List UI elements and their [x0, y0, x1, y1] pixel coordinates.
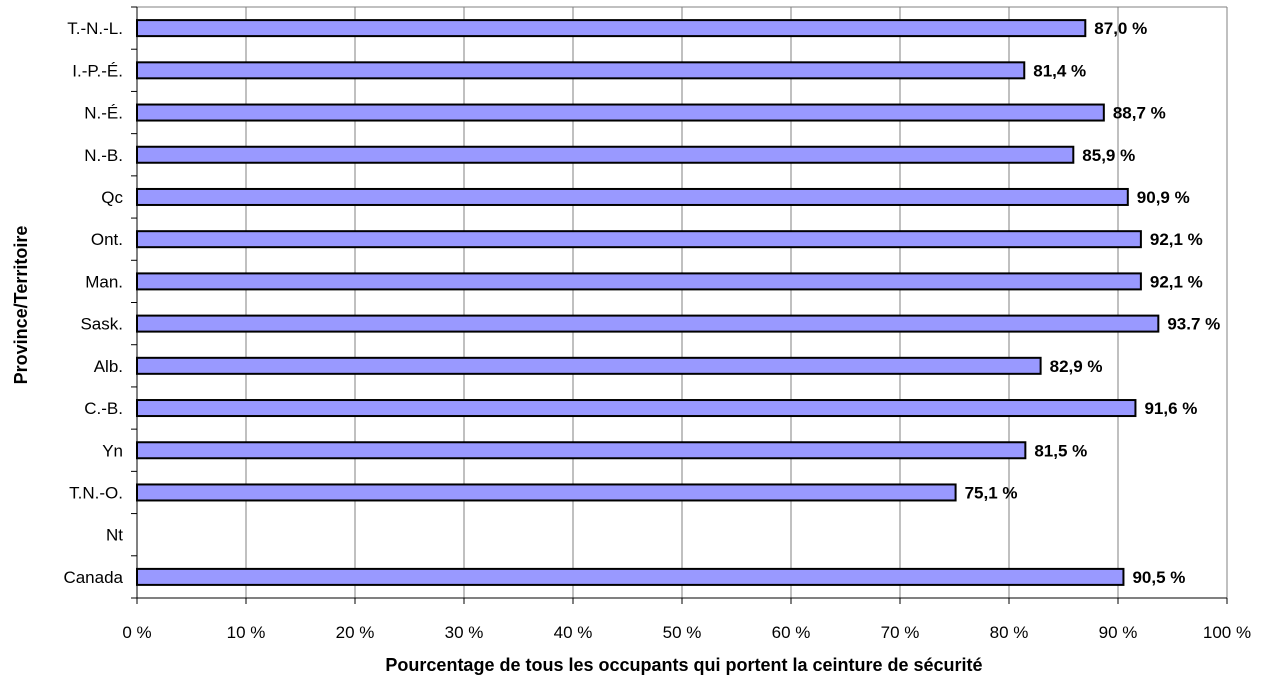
y-tick-label: Canada [63, 568, 123, 587]
bar [136, 567, 1125, 586]
data-label: 82,9 % [1050, 357, 1103, 376]
data-label: 92,1 % [1150, 230, 1203, 249]
x-tick-label: 80 % [990, 623, 1029, 642]
x-tick-label: 20 % [336, 623, 375, 642]
x-tick-label: 70 % [881, 623, 920, 642]
y-tick-label: Nt [106, 526, 123, 545]
bar [136, 61, 1026, 80]
x-tick-label: 90 % [1099, 623, 1138, 642]
x-tick-label: 30 % [445, 623, 484, 642]
y-tick-label: Man. [85, 272, 123, 291]
y-tick-label: Ont. [91, 230, 123, 249]
x-tick-label: 0 % [122, 623, 151, 642]
bar [136, 272, 1142, 291]
data-label: 91,6 % [1144, 399, 1197, 418]
data-label: 93.7 % [1167, 315, 1220, 334]
bar [136, 399, 1137, 418]
data-labels: 87,0 % 81,4 % 88,7 % 85,9 % 90,9 % 92,1 % 92,1… [965, 19, 1221, 587]
y-tick-label: N.-B. [84, 146, 123, 165]
x-axis-title: Pourcentage de tous les occupants qui po… [385, 655, 982, 675]
y-tick-label: C.-B. [84, 399, 123, 418]
bar [136, 145, 1075, 164]
x-tick-label: 40 % [554, 623, 593, 642]
axes: 0 % 10 % 20 % 30 % 40 % 50 % 60 % 70 % 80 % 90 % 1… [63, 6, 1251, 642]
data-label: 81,4 % [1033, 61, 1086, 80]
bar [136, 356, 1042, 375]
y-axis-title: Province/Territoire [11, 226, 31, 385]
y-tick-label: Yn [102, 441, 123, 460]
bar [136, 314, 1160, 333]
data-label: 85,9 % [1082, 146, 1135, 165]
bar [136, 19, 1087, 38]
y-tick-label: Qc [101, 188, 123, 207]
bar [136, 103, 1105, 122]
data-label: 90,5 % [1132, 568, 1185, 587]
data-label: 87,0 % [1094, 19, 1147, 38]
y-tick-label: T.-N.-L. [67, 19, 123, 38]
x-tick-label: 50 % [663, 623, 702, 642]
y-tick-label: N.-É. [84, 104, 123, 123]
x-tick-label: 60 % [772, 623, 811, 642]
gridlines [245, 7, 1119, 598]
y-tick-label: Alb. [94, 357, 123, 376]
data-label: 88,7 % [1113, 104, 1166, 123]
bar [136, 441, 1027, 460]
y-tick-label: Sask. [80, 315, 123, 334]
x-tick-label: 100 % [1203, 623, 1251, 642]
bar [136, 187, 1129, 206]
bar [136, 483, 957, 502]
data-label: 81,5 % [1034, 441, 1087, 460]
data-label: 75,1 % [965, 483, 1018, 502]
data-label: 92,1 % [1150, 272, 1203, 291]
y-tick-label: I.-P.-É. [72, 61, 123, 80]
y-tick-label: T.N.-O. [69, 483, 123, 502]
data-label: 90,9 % [1137, 188, 1190, 207]
x-tick-label: 10 % [227, 623, 266, 642]
bar [136, 230, 1142, 249]
